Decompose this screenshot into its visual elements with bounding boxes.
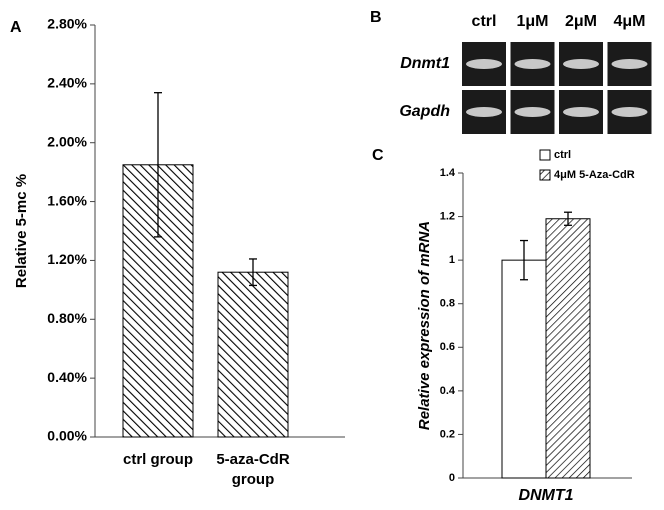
gene-label: Gapdh xyxy=(399,103,450,120)
gel-band xyxy=(611,107,648,117)
y-tick-label: 1.4 xyxy=(440,167,456,179)
y-tick-label: 0.6 xyxy=(440,341,455,353)
gel-band xyxy=(514,107,551,117)
y-tick-label: 1.2 xyxy=(440,210,455,222)
y-tick-label: 0.8 xyxy=(440,298,455,310)
y-tick-label: 2.40% xyxy=(47,75,87,91)
lane-label: ctrl xyxy=(472,13,497,30)
y-tick-label: 0 xyxy=(449,472,455,484)
y-tick-label: 0.4 xyxy=(440,385,456,397)
legend-swatch xyxy=(539,169,551,181)
lane-label: 1μM xyxy=(516,13,548,30)
legend-label: ctrl xyxy=(554,149,571,161)
gene-label: Dnmt1 xyxy=(400,55,450,72)
bar xyxy=(217,271,289,438)
y-tick-label: 0.00% xyxy=(47,428,87,444)
y-axis-label: Relative expression of mRNA xyxy=(416,221,433,430)
lane-label: 2μM xyxy=(565,13,597,30)
legend-label: 4μM 5-Aza-CdR xyxy=(554,169,635,181)
y-tick-label: 1 xyxy=(449,254,455,266)
x-tick-label: 5-aza-CdR group xyxy=(216,451,290,488)
bar xyxy=(545,218,591,479)
bar xyxy=(501,259,547,479)
y-tick-label: 0.2 xyxy=(440,428,455,440)
gel-band xyxy=(466,59,502,69)
legend-swatch xyxy=(539,149,551,161)
panel-label: B xyxy=(370,9,382,26)
gel-band xyxy=(563,59,599,69)
y-axis-label: Relative 5-mc % xyxy=(13,174,30,288)
gel-band xyxy=(514,59,551,69)
panel-label: A xyxy=(10,19,22,36)
gel-band xyxy=(466,107,502,117)
panel-label: C xyxy=(372,147,384,164)
y-tick-label: 2.80% xyxy=(47,16,87,32)
x-tick-label: DNMT1 xyxy=(518,487,574,504)
lane-label: 4μM xyxy=(613,13,645,30)
gel-band xyxy=(611,59,648,69)
gel-band xyxy=(563,107,599,117)
y-tick-label: 1.60% xyxy=(47,192,87,208)
y-tick-label: 0.40% xyxy=(47,369,87,385)
y-tick-label: 2.00% xyxy=(47,133,87,149)
y-tick-label: 0.80% xyxy=(47,310,87,326)
y-tick-label: 1.20% xyxy=(47,251,87,267)
x-tick-label: ctrl group xyxy=(123,451,193,468)
